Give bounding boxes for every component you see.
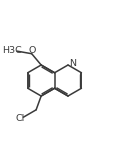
Text: Cl: Cl: [15, 114, 25, 123]
Text: H3C: H3C: [3, 46, 22, 55]
Text: O: O: [28, 46, 35, 55]
Text: N: N: [68, 59, 75, 68]
